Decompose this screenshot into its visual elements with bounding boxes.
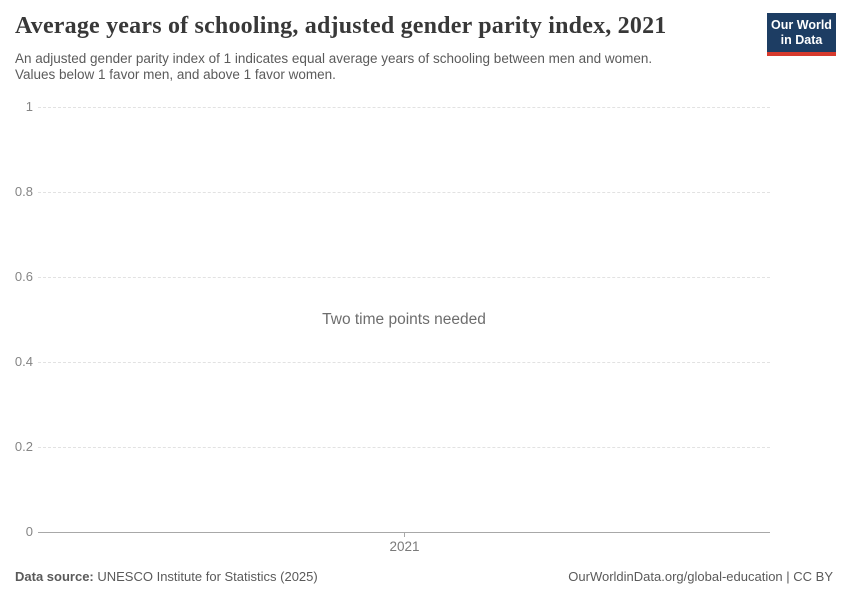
y-tick-label: 0 [25,524,33,539]
y-tick-label: 1 [25,99,33,114]
y-tick-label: 0.2 [14,439,33,454]
y-gridline [38,107,770,108]
x-axis-tick [404,532,405,537]
owid-logo-line1: Our World [771,18,832,32]
y-gridline [38,447,770,448]
chart-subtitle-line1: An adjusted gender parity index of 1 ind… [15,51,653,66]
attribution-link[interactable]: OurWorldinData.org/global-education | CC… [568,569,833,584]
chart-title: Average years of schooling, adjusted gen… [15,13,667,39]
data-source-value: UNESCO Institute for Statistics (2025) [93,569,318,584]
data-source-label: Data source: [15,569,94,584]
owid-logo[interactable]: Our World in Data [767,13,836,56]
x-tick-label: 2021 [389,539,420,554]
empty-chart-message: Two time points needed [322,311,486,328]
y-gridline [38,362,770,363]
y-tick-label: 0.8 [14,184,33,199]
x-axis-line [38,532,770,533]
y-gridline [38,192,770,193]
owid-logo-line2: in Data [780,33,823,47]
y-tick-label: 0.4 [14,354,33,369]
chart-subtitle: An adjusted gender parity index of 1 ind… [15,51,652,83]
y-tick-label: 0.6 [14,269,33,284]
data-source-note: Data source: UNESCO Institute for Statis… [15,569,318,584]
chart-subtitle-line2: Values below 1 favor men, and above 1 fa… [15,67,336,82]
y-gridline [38,277,770,278]
